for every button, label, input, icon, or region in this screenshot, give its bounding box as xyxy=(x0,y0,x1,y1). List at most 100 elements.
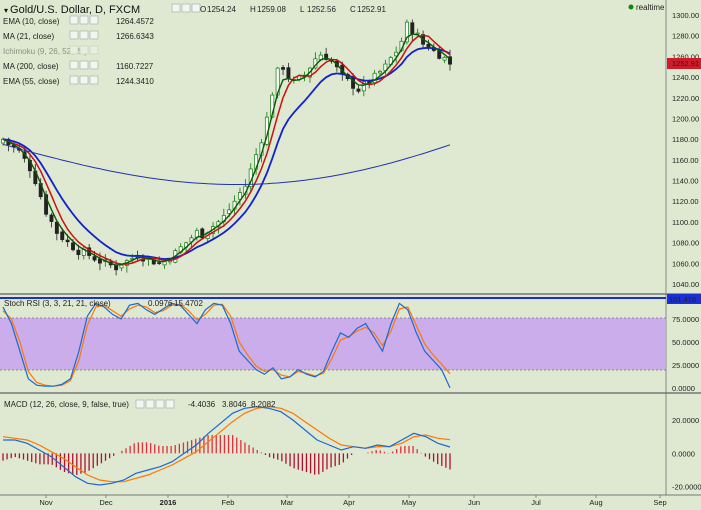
candle xyxy=(415,28,420,36)
stoch-k-value: 0.0976 xyxy=(148,299,173,308)
stoch-title: Stoch RSI (3, 3, 21, 21, close) xyxy=(4,299,111,308)
macd-tick: 20.0000 xyxy=(672,416,699,425)
settings-button[interactable] xyxy=(181,3,191,13)
ohlc-value-o: 1254.24 xyxy=(207,5,236,14)
price-tick: 1100.00 xyxy=(672,218,699,227)
candle xyxy=(442,55,447,64)
header-buttons[interactable] xyxy=(171,3,201,13)
ohlc-key-h: H xyxy=(250,5,256,14)
time-tick: Aug xyxy=(589,498,602,507)
ohlc-key-o: O xyxy=(200,5,206,14)
ohlc-value-h: 1259.08 xyxy=(257,5,286,14)
time-tick: Jul xyxy=(531,498,541,507)
ma200-line xyxy=(2,143,451,185)
macd-hist-value: 8.2082 xyxy=(251,400,276,409)
macd-axis: 20.0000 0.0000 -20.0000 xyxy=(672,416,701,492)
gear-icon[interactable] xyxy=(79,45,89,55)
ma21-line xyxy=(2,34,451,265)
price-axis: 1300.00 1280.00 1260.00 1240.00 1220.00 1200.… xyxy=(672,11,699,289)
time-tick: May xyxy=(402,498,416,507)
time-tick: Mar xyxy=(281,498,294,507)
time-tick: Feb xyxy=(222,498,235,507)
macd-tick: 0.0000 xyxy=(672,449,695,458)
visibility-button[interactable] xyxy=(171,3,181,13)
price-tick: 1240.00 xyxy=(672,73,699,82)
indicator-legend: EMA (10, close) 1264.4572 MA (21, close) 12… xyxy=(3,15,154,86)
candle xyxy=(356,85,361,94)
price-tick: 1040.00 xyxy=(672,280,699,289)
time-tick: Dec xyxy=(99,498,113,507)
price-tick: 1300.00 xyxy=(672,11,699,20)
ohlc-value-c: 1252.91 xyxy=(357,5,386,14)
eye-icon[interactable] xyxy=(69,60,79,70)
gear-icon[interactable] xyxy=(79,15,89,25)
price-axis-panel[interactable] xyxy=(666,0,701,495)
symbol-title[interactable]: ▾ Gold/U.S. Dollar, D, FXCM xyxy=(4,4,140,16)
ohlc-key-c: C xyxy=(350,5,356,14)
close-icon[interactable] xyxy=(89,30,99,40)
close-button[interactable] xyxy=(191,3,201,13)
close-icon[interactable] xyxy=(89,75,99,85)
candle xyxy=(49,213,54,228)
ohlc-value-l: 1252.56 xyxy=(307,5,336,14)
main-panel[interactable] xyxy=(0,0,666,292)
gear-icon[interactable] xyxy=(79,75,89,85)
legend-name: EMA (10, close) xyxy=(3,17,60,26)
price-tick: 1080.00 xyxy=(672,239,699,248)
legend-value: 1160.7227 xyxy=(116,62,154,71)
price-tick: 1260.00 xyxy=(672,52,699,61)
candle xyxy=(394,46,399,63)
eye-icon[interactable] xyxy=(69,45,79,55)
legend-row-3[interactable]: MA (200, close) 1160.7227 xyxy=(3,60,154,71)
price-tick: 1160.00 xyxy=(672,156,699,165)
candle xyxy=(404,19,409,45)
legend-name: MA (200, close) xyxy=(3,62,59,71)
gear-icon[interactable] xyxy=(79,60,89,70)
eye-icon[interactable] xyxy=(69,75,79,85)
candle xyxy=(76,244,81,260)
ohlc-key-l: L xyxy=(300,5,305,14)
legend-value: 1264.4572 xyxy=(116,17,154,26)
ema10-line xyxy=(2,33,451,267)
legend-row-0[interactable]: EMA (10, close) 1264.4572 xyxy=(3,15,154,26)
price-tick: 1180.00 xyxy=(672,135,699,144)
stoch-label-row: Stoch RSI (3, 3, 21, 21, close) 0.0976 1… xyxy=(4,299,203,308)
macd-value: -4.4036 xyxy=(188,400,216,409)
candle xyxy=(281,64,285,75)
legend-row-4[interactable]: EMA (55, close) 1244.3410 xyxy=(3,75,154,86)
close-icon[interactable] xyxy=(89,45,99,55)
price-tick: 1200.00 xyxy=(672,114,699,123)
time-axis[interactable]: Nov Dec 2016 Feb Mar Apr May Jun Jul Aug Sep xyxy=(39,495,667,507)
macd-signal-line xyxy=(2,406,451,483)
price-tick: 1220.00 xyxy=(672,94,699,103)
macd-line xyxy=(3,406,451,486)
macd-title: MACD (12, 26, close, 9, false, true) xyxy=(4,400,129,409)
last-price-badge: 1252.91 xyxy=(667,58,701,69)
price-tick: 1120.00 xyxy=(672,197,699,206)
legend-name: Ichimoku (9, 26, 52, 26) xyxy=(3,47,87,56)
stoch-tick: 75.0000 xyxy=(672,315,699,324)
stoch-d-value: 15.4702 xyxy=(174,299,203,308)
close-icon[interactable] xyxy=(89,15,99,25)
macd-buttons[interactable] xyxy=(135,399,175,409)
macd-panel[interactable] xyxy=(0,395,666,495)
time-tick: Sep xyxy=(653,498,666,507)
stoch-d-line xyxy=(2,303,451,387)
legend-row-2[interactable]: Ichimoku (9, 26, 52, 26) xyxy=(3,45,99,56)
time-tick: Apr xyxy=(343,498,355,507)
stoch-k-line xyxy=(2,302,451,389)
candle xyxy=(119,264,124,272)
price-plot xyxy=(1,19,452,276)
legend-value: 1244.3410 xyxy=(116,77,154,86)
stoch-tick: 0.0000 xyxy=(672,384,695,393)
legend-row-1[interactable]: MA (21, close) 1266.6343 xyxy=(3,30,154,41)
close-icon[interactable] xyxy=(89,60,99,70)
candle xyxy=(361,75,366,97)
gear-icon[interactable] xyxy=(79,30,89,40)
stoch-top-badge: 101.416 xyxy=(667,294,701,304)
eye-icon[interactable] xyxy=(69,15,79,25)
eye-icon[interactable] xyxy=(69,30,79,40)
stoch-axis: 75.0000 50.0000 25.0000 0.0000 xyxy=(672,315,699,393)
time-tick: Nov xyxy=(39,498,53,507)
